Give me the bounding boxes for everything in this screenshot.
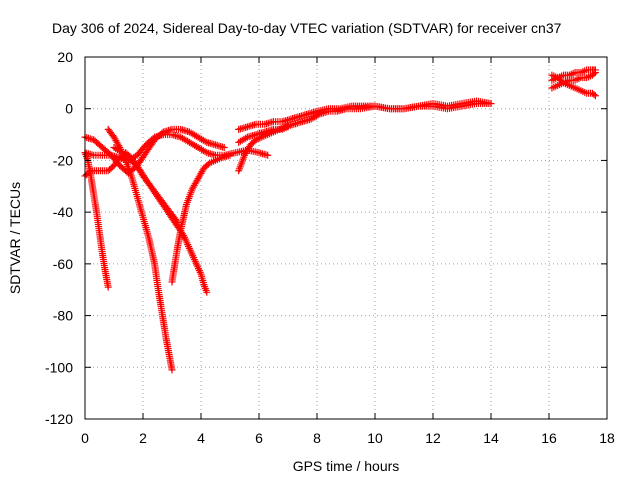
y-tick-label: -80 <box>53 308 73 324</box>
x-tick-label: 0 <box>81 430 89 446</box>
chart-title: Day 306 of 2024, Sidereal Day-to-day VTE… <box>52 20 562 36</box>
data-point <box>590 90 598 98</box>
data-point <box>591 92 599 100</box>
data-point <box>226 151 234 159</box>
data-point <box>203 288 211 296</box>
y-tick-label: -40 <box>53 204 73 220</box>
series-arc-m <box>548 71 599 100</box>
y-tick-label: -100 <box>45 359 73 375</box>
series-arc-j <box>235 123 292 146</box>
axis-ticks: 0 2 4 6 8 10 12 14 16 18 -120 -100 -80 -60 -40 -20 0 20 <box>45 49 615 446</box>
y-tick-label: -60 <box>53 256 73 272</box>
data-point <box>284 123 292 131</box>
series-arc-f <box>110 144 211 296</box>
x-tick-label: 2 <box>139 430 147 446</box>
data-points <box>81 66 599 374</box>
x-tick-label: 12 <box>425 430 441 446</box>
data-point <box>168 366 176 374</box>
x-tick-label: 10 <box>367 430 383 446</box>
x-tick-label: 18 <box>599 430 615 446</box>
series-arc-d <box>81 149 112 291</box>
y-tick-label: -20 <box>53 152 73 168</box>
data-point <box>591 66 599 74</box>
data-point <box>220 144 228 151</box>
y-tick-label: 20 <box>57 49 73 65</box>
data-point <box>264 151 272 159</box>
data-point <box>487 100 495 108</box>
x-axis-label: GPS time / hours <box>293 458 400 474</box>
x-tick-label: 4 <box>197 430 205 446</box>
x-tick-label: 16 <box>541 430 557 446</box>
y-tick-label: 0 <box>65 101 73 117</box>
data-point <box>104 283 112 291</box>
x-tick-label: 8 <box>313 430 321 446</box>
y-axis-label: SDTVAR / TECUs <box>7 182 23 294</box>
x-tick-label: 6 <box>255 430 263 446</box>
y-tick-label: -120 <box>45 411 73 427</box>
x-tick-label: 14 <box>483 430 499 446</box>
plot-frame <box>84 56 608 420</box>
series-arc-g <box>168 151 234 286</box>
